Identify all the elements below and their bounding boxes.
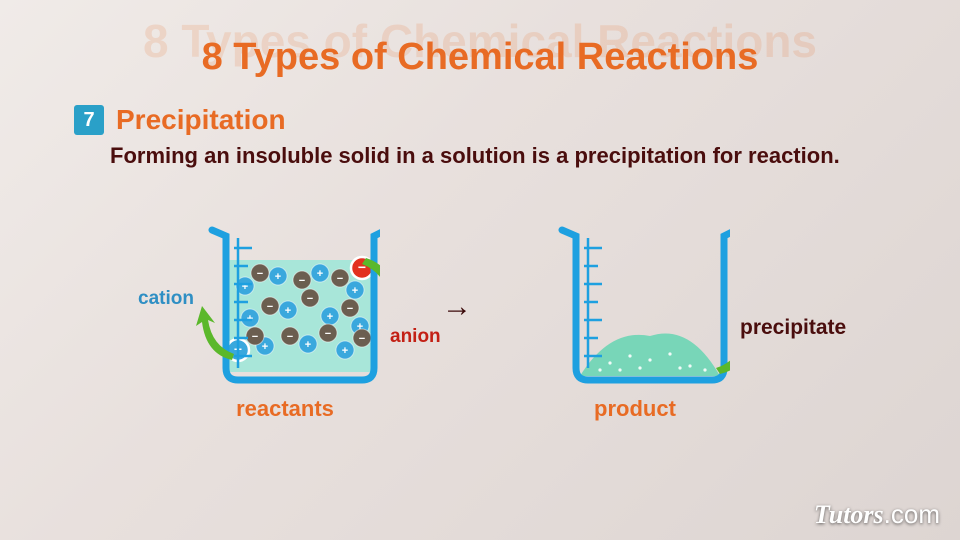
svg-text:+: + — [305, 339, 311, 351]
beaker-product-svg — [540, 218, 730, 393]
svg-text:+: + — [262, 341, 268, 353]
section-description: Forming an insoluble solid in a solution… — [110, 142, 870, 170]
svg-text:+: + — [342, 345, 348, 357]
svg-text:−: − — [337, 273, 343, 285]
reaction-arrow: → — [442, 290, 472, 324]
svg-text:−: − — [325, 328, 331, 340]
section-number-badge: 7 — [74, 105, 104, 135]
svg-text:−: − — [307, 293, 313, 305]
svg-text:−: − — [347, 303, 353, 315]
svg-text:+: + — [317, 268, 323, 280]
svg-text:−: − — [257, 268, 263, 280]
svg-text:+: + — [327, 311, 333, 323]
svg-text:+: + — [275, 271, 281, 283]
svg-text:+: + — [352, 285, 358, 297]
beaker-scale — [584, 238, 602, 368]
section-title: Precipitation — [116, 104, 286, 136]
watermark: Tutors.com — [814, 499, 940, 530]
reactants-label: reactants — [190, 396, 380, 422]
svg-text:−: − — [287, 331, 293, 343]
anion-label: anion — [390, 326, 441, 348]
svg-text:−: − — [252, 331, 258, 343]
cation-label: cation — [138, 288, 194, 310]
beaker-product: precipitate product — [540, 218, 730, 393]
watermark-suffix: .com — [884, 499, 940, 529]
precipitate-label: precipitate — [740, 316, 846, 340]
product-label: product — [540, 396, 730, 422]
svg-text:+: + — [285, 305, 291, 317]
beaker-reactants: +++++++++++−−−−−−−−−−+− cation anion rea… — [190, 218, 380, 393]
svg-text:−: − — [299, 275, 305, 287]
beaker-reactants-svg: +++++++++++−−−−−−−−−−+− — [190, 218, 380, 393]
svg-text:−: − — [359, 333, 365, 345]
section-header: 7 Precipitation — [74, 104, 286, 136]
svg-text:−: − — [267, 301, 273, 313]
page-title: 8 Types of Chemical Reactions — [0, 36, 960, 79]
reaction-diagram: +++++++++++−−−−−−−−−−+− cation anion rea… — [140, 218, 830, 478]
watermark-brand: Tutors — [814, 500, 884, 529]
